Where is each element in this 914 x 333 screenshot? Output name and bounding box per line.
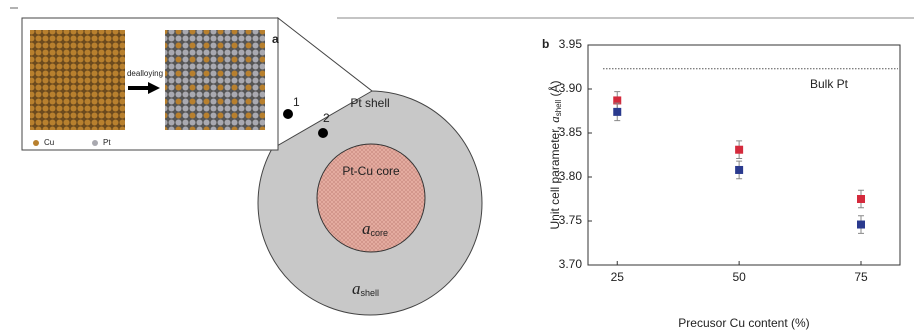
y-tick-label: 3.70 [559,257,583,271]
core-label: Pt-Cu core [342,164,400,178]
symbol: a [362,219,371,238]
panel-a: dealloying Cu Pt a Pt shell Pt-Cu core a… [21,16,483,316]
lattice-after [165,30,265,130]
marker [613,96,622,105]
subscript: core [371,228,389,238]
plot-frame [587,44,901,266]
y-label-part: a [547,116,562,123]
legend-swatch [33,140,39,146]
marker [857,220,865,229]
y-label-part: shell [554,100,563,117]
y-label-part: (Å) [547,80,562,99]
point-dot [283,109,293,119]
marker [613,107,622,116]
arrow-head [148,82,160,94]
shell-param: ashell [352,279,379,298]
y-tick-label: 3.75 [559,213,583,227]
x-tick-label: 50 [732,270,746,284]
panel-label: b [542,37,549,51]
core-param: acore [362,219,388,238]
point-label: 2 [323,111,330,125]
subscript: shell [361,288,380,298]
symbol: a [352,279,361,298]
legend-label: Pt [103,138,111,147]
legend-label: Cu [44,138,54,147]
y-tick-label: 3.85 [559,125,583,139]
point-dot [318,128,328,138]
x-tick-label: 25 [611,270,625,284]
x-axis-label: Precusor Cu content (%) [678,316,809,330]
y-tick-label: 3.90 [559,81,583,95]
panel-label: a [272,32,279,46]
lattice-before [30,30,125,130]
y-tick-label: 3.80 [559,169,583,183]
marker [735,145,744,154]
reference-label: Bulk Pt [810,77,849,91]
arrow-label: dealloying [127,69,163,78]
y-label-part: Unit cell parameter, [548,123,562,230]
core-circle [316,143,426,253]
marker [857,195,865,203]
legend-swatch [92,140,98,146]
shell-label: Pt shell [350,96,389,110]
y-axis-label: Unit cell parameter, ashell (Å) [547,80,563,229]
y-tick-label: 3.95 [559,37,583,51]
x-tick-label: 75 [854,270,868,284]
marker [735,165,744,174]
point-label: 1 [293,95,300,109]
